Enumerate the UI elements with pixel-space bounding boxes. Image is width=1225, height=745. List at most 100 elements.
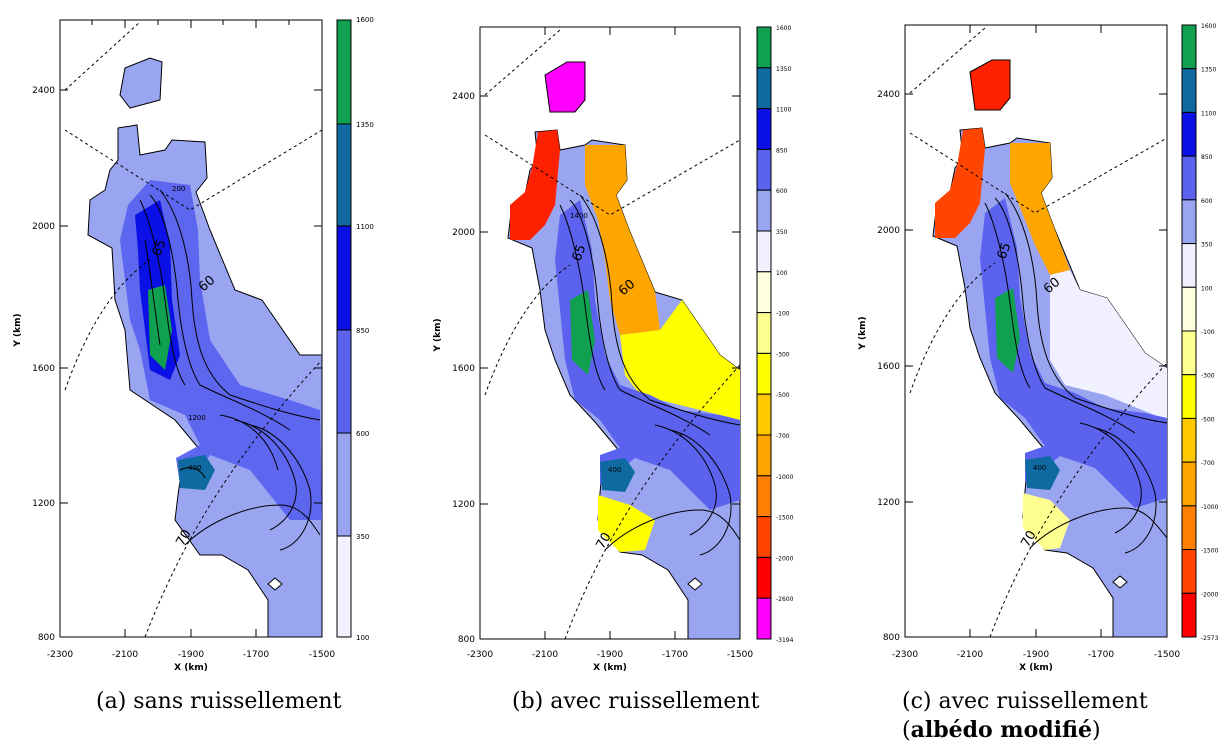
ice-field: [544, 61, 586, 113]
colorbar-segment: [756, 26, 772, 69]
y-tick-label: 2400: [452, 92, 475, 102]
ice-red: [510, 130, 560, 240]
colorbar-label: 1100: [776, 107, 791, 114]
y-tick-label: 800: [38, 633, 55, 643]
ice-field: [969, 59, 1011, 111]
ice-core: [555, 200, 740, 510]
ice-summit: [570, 290, 595, 375]
x-tick-label: -1500: [1154, 650, 1180, 660]
contour-label: 1200: [188, 414, 206, 422]
y-tick-label: 1600: [452, 364, 475, 374]
colorbar-label: -500: [1201, 416, 1215, 423]
colorbar-label: 850: [776, 147, 788, 154]
ice-pale: [1050, 270, 1167, 420]
x-tick-label: -1700: [1088, 650, 1114, 660]
colorbar-label: 1100: [1201, 110, 1216, 117]
colorbar-segment: [1181, 549, 1197, 594]
y-tick-label: 1200: [452, 500, 475, 510]
elevation-contours: [139, 189, 321, 551]
colorbar-label: -2600: [776, 596, 794, 603]
x-axis-label: X (km): [1019, 663, 1053, 673]
colorbar-label: 600: [356, 430, 369, 438]
colorbar-label: -1000: [1201, 504, 1219, 511]
colorbar-segment: [756, 556, 772, 599]
caption-a: (a) sans ruissellement: [96, 688, 341, 716]
colorbar-label: -3194: [776, 637, 794, 644]
colorbar-label: 100: [776, 270, 788, 277]
glacier-map-a: 60 65 70 200 1200 400: [64, 21, 323, 638]
y-axis-c: 800 1200 1600 2000 2400 Y (km): [858, 90, 900, 643]
caption-c-tail: ): [1092, 718, 1101, 743]
colorbar-label: -1500: [776, 515, 794, 522]
x-tick-label: -1500: [309, 650, 335, 660]
colorbar-label: -500: [776, 392, 790, 399]
elevation-contours: [559, 194, 741, 556]
colorbar-label: 1350: [776, 66, 791, 73]
colorbar-segment: [756, 352, 772, 395]
colorbar-segment: [756, 434, 772, 477]
x-axis-label: X (km): [593, 663, 627, 673]
graticule: [909, 27, 1168, 638]
graticule: [484, 29, 741, 640]
nunatak: [1112, 575, 1128, 589]
y-tick-label: 1600: [32, 364, 55, 374]
colorbar-segment: [756, 475, 772, 518]
colorbar-label: -100: [776, 311, 790, 318]
y-tick-label: 1200: [877, 498, 900, 508]
x-axis-label: X (km): [174, 663, 208, 673]
colorbar-segment: [756, 148, 772, 191]
ice-red: [935, 128, 985, 238]
x-tick-label: -2100: [957, 650, 983, 660]
ice-core: [980, 198, 1167, 508]
colorbar-segment: [1181, 111, 1197, 157]
ticks-b: [480, 27, 740, 639]
colorbar-label: 1100: [356, 223, 374, 231]
ice-south: [178, 455, 215, 490]
y-tick-label: 800: [458, 635, 475, 645]
x-tick-label: -2300: [467, 650, 493, 660]
y-tick-label: 1200: [32, 499, 55, 509]
colorbar-label: 100: [356, 634, 369, 642]
colorbar-segment: [1181, 592, 1197, 638]
colorbar-label: 850: [356, 327, 369, 335]
colorbar-segment: [1181, 374, 1197, 419]
y-tick-label: 2400: [877, 90, 900, 100]
x-tick-label: -2300: [892, 650, 918, 660]
contour-label: 400: [608, 466, 621, 474]
y-tick-label: 800: [883, 633, 900, 643]
colorbar-label: 100: [1201, 285, 1213, 292]
y-axis-label: Y (km): [433, 318, 443, 352]
colorbar-label: -700: [1201, 460, 1215, 467]
ice-orange: [1010, 143, 1070, 275]
colorbar-label: -1500: [1201, 548, 1219, 555]
colorbar-segment: [756, 393, 772, 436]
x-tick-label: -1700: [243, 650, 269, 660]
ice-yellow-s: [598, 495, 655, 552]
colorbar-b: 1600 1350 1100 850 600 350 100 -100 -300 -500 -700…: [756, 25, 794, 644]
y-tick-label: 2000: [877, 226, 900, 236]
y-axis-label: Y (km): [13, 313, 23, 347]
x-axis-c: -2300 -2100 -1900 -1700 -1500 X (km): [892, 650, 1180, 673]
x-tick-label: -1900: [597, 650, 623, 660]
x-tick-label: -1500: [727, 650, 753, 660]
colorbar-label: 1600: [1201, 23, 1216, 30]
colorbar-label: 850: [1201, 154, 1213, 161]
colorbar-segment: [1181, 199, 1197, 245]
lat-label-70: 70: [593, 530, 614, 552]
glacier-map-c: 60 65 70 400: [909, 27, 1168, 638]
caption-b: (b) avec ruissellement: [512, 688, 759, 716]
colorbar-label: -2000: [1201, 591, 1219, 598]
colorbar-segment: [1181, 505, 1197, 551]
colorbar-label: 600: [776, 188, 788, 195]
contour-label: 400: [188, 464, 201, 472]
panel-a: 60 65 70 200 1200 400 -2300 -2100 -1900 …: [13, 16, 374, 673]
caption-c-text: (c) avec ruissellement (: [902, 689, 1148, 743]
colorbar-label: -300: [776, 351, 790, 358]
colorbar-segment: [756, 108, 772, 150]
colorbar-segment: [1181, 243, 1197, 288]
x-tick-label: -2100: [112, 650, 138, 660]
contour-label: 400: [1033, 464, 1046, 472]
ice-south: [600, 458, 635, 492]
ice-field: [119, 57, 163, 109]
